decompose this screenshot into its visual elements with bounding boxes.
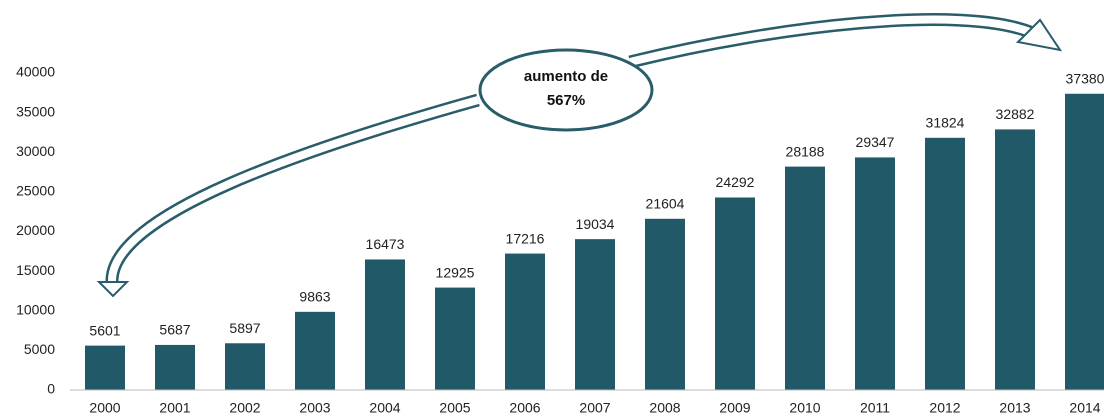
y-tick-label: 10000 bbox=[16, 301, 55, 317]
x-tick-label: 2013 bbox=[999, 400, 1030, 416]
x-tick-label: 2010 bbox=[789, 400, 820, 416]
y-tick-label: 30000 bbox=[16, 143, 55, 159]
value-label: 31824 bbox=[926, 114, 965, 130]
arrow-left bbox=[96, 93, 480, 298]
bar bbox=[715, 197, 755, 390]
y-tick-label: 35000 bbox=[16, 103, 55, 119]
x-tick-label: 2001 bbox=[159, 400, 190, 416]
bar bbox=[575, 239, 615, 390]
y-tick-label: 15000 bbox=[16, 262, 55, 278]
x-tick-label: 2014 bbox=[1069, 400, 1100, 416]
bar bbox=[995, 129, 1035, 390]
x-tick-label: 2002 bbox=[229, 400, 260, 416]
value-label: 17216 bbox=[506, 230, 545, 246]
bar bbox=[365, 259, 405, 390]
x-tick-label: 2006 bbox=[509, 400, 540, 416]
x-tick-label: 2000 bbox=[89, 400, 120, 416]
bar bbox=[1065, 93, 1104, 391]
x-tick-label: 2004 bbox=[369, 400, 400, 416]
value-label: 28188 bbox=[786, 143, 825, 159]
y-tick-label: 5000 bbox=[24, 341, 55, 357]
x-tick-label: 2011 bbox=[860, 400, 890, 416]
bar bbox=[295, 311, 335, 390]
annotation-text: 567% bbox=[547, 92, 585, 109]
x-tick-label: 2012 bbox=[929, 400, 960, 416]
bar bbox=[155, 344, 195, 390]
value-label: 21604 bbox=[646, 195, 685, 211]
value-label: 16473 bbox=[366, 236, 405, 252]
value-label: 5897 bbox=[229, 320, 260, 336]
x-tick-label: 2005 bbox=[439, 400, 470, 416]
x-tick-label: 2003 bbox=[299, 400, 330, 416]
value-label: 19034 bbox=[576, 216, 615, 232]
value-label: 5601 bbox=[89, 322, 120, 338]
bar bbox=[435, 287, 475, 390]
y-tick-label: 0 bbox=[47, 381, 55, 397]
y-tick-label: 25000 bbox=[16, 183, 55, 199]
x-tick-label: 2008 bbox=[649, 400, 680, 416]
bar bbox=[785, 166, 825, 390]
value-label: 9863 bbox=[299, 289, 330, 305]
value-label: 37380 bbox=[1066, 70, 1104, 86]
bar bbox=[225, 343, 265, 390]
bar bbox=[855, 157, 895, 390]
value-label: 12925 bbox=[436, 264, 475, 280]
x-tick-label: 2009 bbox=[719, 400, 750, 416]
bar bbox=[645, 218, 685, 390]
bar bbox=[925, 137, 965, 390]
value-label: 5687 bbox=[159, 322, 190, 338]
value-label: 24292 bbox=[716, 174, 755, 190]
y-tick-label: 20000 bbox=[16, 222, 55, 238]
value-label: 32882 bbox=[996, 106, 1035, 122]
value-label: 29347 bbox=[856, 134, 895, 150]
annotation-bubble bbox=[478, 48, 654, 132]
bar bbox=[85, 345, 125, 390]
arrow-right bbox=[628, 13, 1063, 69]
annotation-text: aumento de bbox=[524, 68, 608, 85]
bar bbox=[505, 253, 545, 390]
y-tick-label: 40000 bbox=[16, 64, 55, 80]
x-tick-label: 2007 bbox=[579, 400, 610, 416]
